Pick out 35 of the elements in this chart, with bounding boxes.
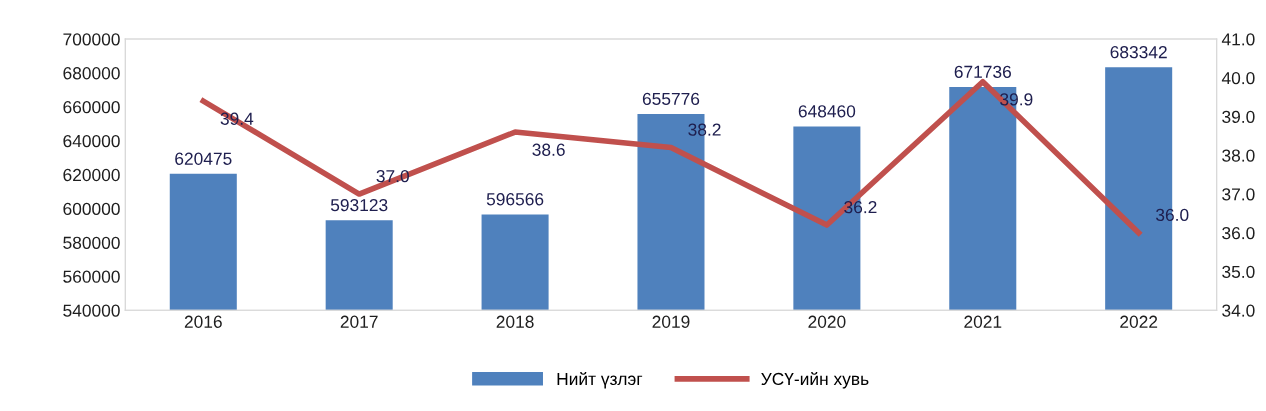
y2-tick-label: 36.0 — [1222, 226, 1255, 240]
y-tick-label: 540000 — [63, 304, 120, 317]
y2-tick-label: 38.0 — [1222, 149, 1255, 162]
x-tick-label: 2019 — [652, 315, 690, 328]
y-tick-label: 640000 — [63, 134, 120, 148]
legend-label: УСҮ-ийн хувь — [761, 372, 869, 389]
y2-tick-label: 37.0 — [1222, 188, 1255, 201]
data-label: 593123 — [330, 198, 388, 212]
y-tick-label: 620000 — [63, 168, 120, 182]
data-label: 38.2 — [688, 123, 721, 136]
y2-tick-label: 34.0 — [1222, 304, 1255, 317]
legend-label: Нийт үзлэг — [557, 372, 643, 389]
data-label: 648460 — [798, 105, 856, 118]
y-tick-label: 680000 — [63, 67, 120, 80]
y-tick-label: 560000 — [63, 270, 120, 283]
y2-tick-label: 35.0 — [1222, 265, 1255, 279]
y-tick-label: 600000 — [63, 202, 120, 216]
data-label: 596566 — [486, 193, 544, 206]
y2-tick-label: 39.0 — [1222, 110, 1255, 124]
x-tick-label: 2018 — [496, 315, 534, 328]
y-tick-label: 700000 — [63, 33, 120, 46]
x-tick-label: 2017 — [340, 315, 378, 328]
y2-tick-label: 41.0 — [1221, 33, 1255, 46]
y2-tick-label: 40.0 — [1221, 71, 1255, 85]
x-tick-label: 2021 — [964, 315, 1002, 328]
data-label: 620475 — [175, 152, 232, 165]
data-label: 38.6 — [532, 143, 565, 156]
y-tick-label: 660000 — [63, 101, 120, 114]
x-tick-label: 2022 — [1120, 315, 1158, 328]
data-label: 683342 — [1110, 46, 1167, 59]
data-label: 655776 — [642, 92, 700, 106]
y-tick-label: 580000 — [63, 236, 120, 249]
x-tick-label: 2016 — [184, 315, 222, 328]
data-label: 671736 — [954, 65, 1011, 78]
x-tick-label: 2020 — [808, 315, 846, 328]
